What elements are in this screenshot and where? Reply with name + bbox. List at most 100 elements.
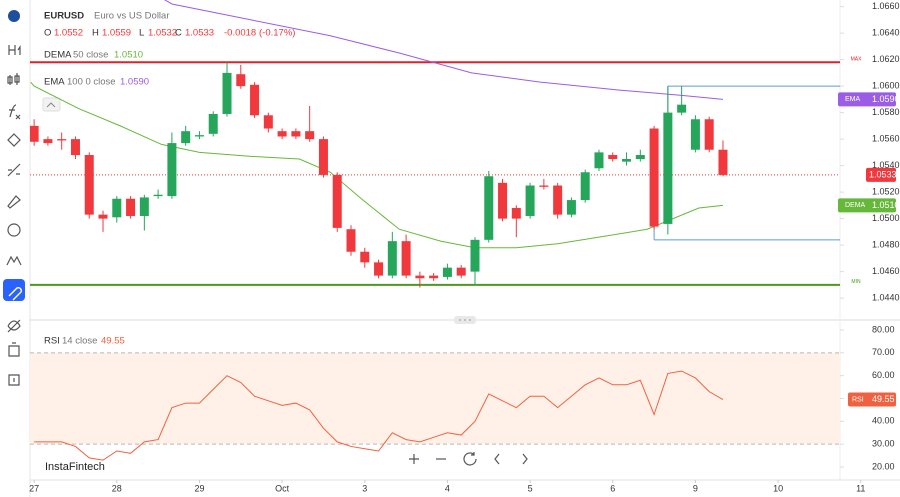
price-tag bbox=[838, 198, 896, 213]
last-price-tag bbox=[866, 167, 896, 182]
candle-body bbox=[208, 113, 218, 134]
candle-body bbox=[553, 185, 563, 215]
change: -0.0018 bbox=[224, 28, 256, 39]
candle-body bbox=[525, 185, 535, 216]
symbol: EURUSD bbox=[44, 11, 84, 22]
y-tick-label: 1.0440 bbox=[872, 293, 900, 303]
indicator-name: RSI bbox=[44, 336, 60, 347]
magnet-active[interactable] bbox=[3, 279, 25, 301]
rsi-line bbox=[34, 370, 724, 461]
y-tick-label: 1.0580 bbox=[872, 107, 900, 117]
y-tick-label: 1.0540 bbox=[872, 160, 900, 170]
pattern-icon[interactable] bbox=[6, 255, 22, 266]
candle-body bbox=[43, 139, 53, 144]
x-tick-label: 29 bbox=[194, 483, 204, 493]
watermark: InstaFintech bbox=[45, 461, 105, 473]
candle-body bbox=[374, 262, 384, 276]
chart-type-icon[interactable] bbox=[7, 73, 20, 85]
candle-body bbox=[57, 139, 67, 141]
candle-body bbox=[580, 172, 590, 201]
collapse-button[interactable] bbox=[42, 97, 61, 112]
price-tag-value: 1.0510 bbox=[872, 200, 900, 210]
last-price-label: 1.0533 bbox=[869, 169, 897, 179]
x-tick-label: 11 bbox=[856, 483, 865, 493]
candle-body bbox=[70, 139, 80, 156]
candle-body bbox=[167, 143, 177, 197]
ohlc-key: L bbox=[139, 28, 144, 39]
price-tag-name: DEMA bbox=[845, 202, 866, 209]
candle-body bbox=[429, 275, 439, 279]
rsi-tag bbox=[848, 392, 896, 407]
x-tick-label: 5 bbox=[528, 483, 533, 493]
y-tick-label: 1.0620 bbox=[872, 54, 900, 64]
candle-body bbox=[442, 267, 452, 277]
candle-body bbox=[30, 125, 39, 142]
controls-background bbox=[402, 448, 540, 470]
candle-body bbox=[470, 239, 480, 272]
indicators-icon[interactable] bbox=[9, 104, 21, 120]
ohlc-value: 1.0552 bbox=[54, 28, 83, 39]
candle-body bbox=[415, 275, 425, 279]
emoji-icon[interactable] bbox=[7, 223, 21, 237]
indicator-value: 1.0510 bbox=[114, 50, 143, 61]
candle-body bbox=[498, 182, 508, 219]
candle-body bbox=[677, 104, 687, 113]
y-tick-label: 1.0500 bbox=[872, 213, 900, 223]
y-tick-label: 1.0520 bbox=[872, 187, 900, 197]
reset[interactable] bbox=[463, 452, 477, 466]
lock-icon[interactable] bbox=[8, 342, 20, 357]
price-tag bbox=[838, 92, 896, 107]
y-tick-label: 60.00 bbox=[872, 370, 895, 380]
rsi-tag-value: 49.55 bbox=[872, 394, 895, 404]
candle-body bbox=[484, 176, 494, 240]
ohlc-value: 1.0533 bbox=[185, 28, 214, 39]
drawing-icon[interactable] bbox=[7, 133, 21, 147]
min-line-label: MIN bbox=[851, 279, 861, 285]
indicator-name: EMA bbox=[44, 77, 65, 88]
ohlc-key: C bbox=[175, 28, 182, 39]
candle-body bbox=[346, 229, 356, 252]
screenshot-icon[interactable] bbox=[8, 374, 20, 386]
candle-body bbox=[387, 241, 397, 276]
indicator-params: 14 close bbox=[62, 336, 97, 347]
candle-body bbox=[608, 155, 618, 159]
y-tick-label: 1.0660 bbox=[872, 1, 900, 11]
scroll-left[interactable] bbox=[494, 453, 500, 465]
candle-body bbox=[704, 119, 714, 150]
x-tick-label: 6 bbox=[610, 483, 615, 493]
candle-body bbox=[360, 251, 370, 263]
ohlc-value: 1.0559 bbox=[102, 28, 131, 39]
timeframe-icon[interactable] bbox=[8, 45, 21, 55]
candle-body bbox=[126, 198, 136, 216]
candle-body bbox=[401, 241, 411, 276]
candle-body bbox=[622, 159, 632, 162]
scroll-right[interactable] bbox=[522, 453, 528, 465]
candle-body bbox=[649, 128, 659, 227]
x-tick-label: 9 bbox=[693, 483, 698, 493]
indicator-line bbox=[30, 81, 724, 249]
line-icon[interactable] bbox=[7, 163, 21, 177]
y-tick-label: 1.0460 bbox=[872, 266, 900, 276]
collapse-arrow bbox=[46, 102, 56, 108]
candle-body bbox=[318, 139, 328, 175]
candle-body bbox=[263, 115, 273, 129]
candle-body bbox=[84, 155, 94, 215]
candle-body bbox=[236, 74, 246, 87]
candle-body bbox=[139, 197, 149, 216]
flag-icon[interactable] bbox=[8, 10, 20, 22]
candle-body bbox=[277, 131, 287, 137]
y-tick-label: 80.00 bbox=[872, 324, 895, 334]
brush-icon[interactable] bbox=[7, 195, 21, 209]
candle-body bbox=[663, 112, 673, 224]
rsi-band bbox=[30, 352, 840, 445]
ohlc-key: H bbox=[92, 28, 99, 39]
candle-body bbox=[291, 131, 301, 137]
hide-icon[interactable] bbox=[7, 319, 21, 333]
zoom-in[interactable] bbox=[409, 454, 419, 464]
indicator-name: DEMA bbox=[44, 50, 72, 61]
y-tick-label: 40.00 bbox=[872, 416, 895, 426]
candle-body bbox=[250, 84, 260, 116]
candle-body bbox=[222, 72, 232, 114]
candle-body bbox=[332, 174, 342, 228]
max-line-label: MAX bbox=[851, 57, 863, 63]
